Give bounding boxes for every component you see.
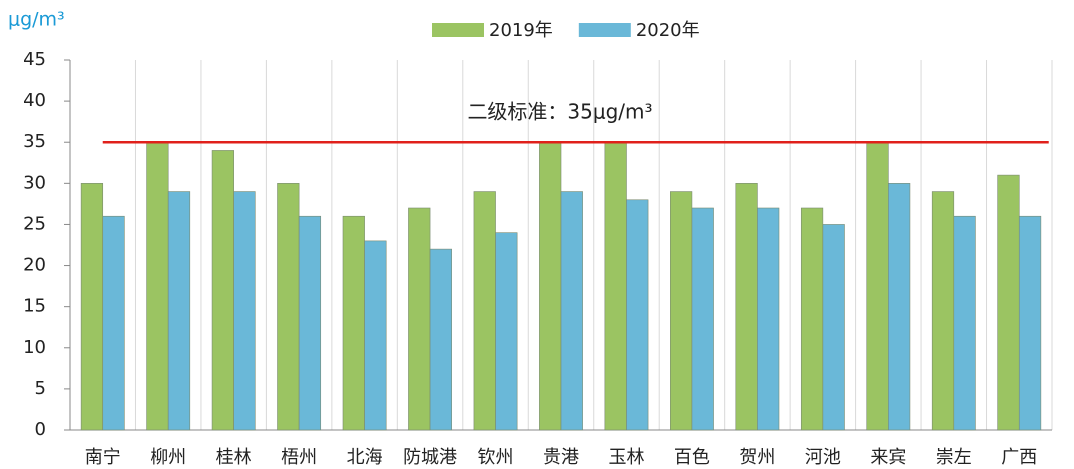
y-tick-label: 5: [35, 378, 46, 399]
x-tick-label: 贺州: [739, 447, 775, 468]
y-tick-label: 20: [23, 255, 46, 276]
bar: [757, 207, 780, 431]
x-tick-label: 桂林: [216, 447, 252, 468]
bar: [953, 215, 976, 431]
x-tick-label: 贵港: [543, 447, 579, 468]
bar: [560, 191, 583, 431]
bar: [211, 150, 234, 431]
reference-label: 二级标准：35μg/m³: [467, 100, 652, 124]
x-tick-label: 柳州: [150, 447, 186, 468]
bar: [604, 141, 627, 431]
y-tick-label: 25: [23, 213, 46, 234]
bar: [233, 191, 256, 431]
x-tick-label: 广西: [1001, 447, 1037, 468]
bar: [495, 232, 518, 431]
y-tick-label: 30: [23, 172, 46, 193]
bar: [408, 207, 431, 431]
legend-swatch: [578, 23, 631, 37]
bar: [626, 199, 649, 431]
bar: [822, 224, 845, 431]
x-tick-label: 梧州: [281, 447, 317, 468]
y-tick-label: 15: [23, 296, 46, 317]
x-tick-label: 河池: [805, 447, 841, 468]
x-tick-label: 钦州: [478, 447, 514, 468]
bar: [102, 215, 125, 431]
bar: [735, 183, 758, 431]
y-tick-label: 45: [23, 49, 46, 70]
legend-label: 2020年: [636, 20, 700, 41]
bar: [146, 141, 169, 431]
bar: [364, 240, 387, 431]
x-tick-label: 防城港: [403, 447, 457, 468]
y-unit: μg/m³: [8, 9, 65, 31]
bar: [298, 215, 322, 431]
bar: [888, 183, 911, 431]
bar: [80, 183, 104, 431]
bar: [866, 141, 889, 431]
y-tick-label: 10: [23, 337, 46, 358]
legend-label: 2019年: [489, 20, 553, 41]
x-tick-label: 百色: [674, 447, 710, 468]
bar: [429, 248, 452, 431]
bar: [1018, 215, 1042, 431]
x-tick-label: 玉林: [608, 447, 644, 468]
y-tick-label: 35: [23, 131, 46, 152]
x-tick-label: 北海: [347, 447, 383, 468]
y-tick-label: 0: [35, 419, 46, 440]
bar: [691, 207, 714, 431]
bar: [473, 191, 496, 431]
bar: [997, 174, 1020, 431]
x-tick-label: 崇左: [936, 447, 972, 468]
legend-swatch: [432, 23, 484, 37]
y-tick-label: 40: [23, 90, 46, 111]
bar: [670, 191, 693, 431]
bar: [931, 191, 955, 431]
bar: [800, 207, 824, 431]
x-tick-label: 南宁: [85, 447, 121, 468]
bar: [277, 183, 300, 431]
bar: [342, 215, 365, 431]
x-tick-label: 来宾: [870, 447, 906, 468]
bar: [539, 141, 562, 431]
bar: [167, 191, 191, 431]
